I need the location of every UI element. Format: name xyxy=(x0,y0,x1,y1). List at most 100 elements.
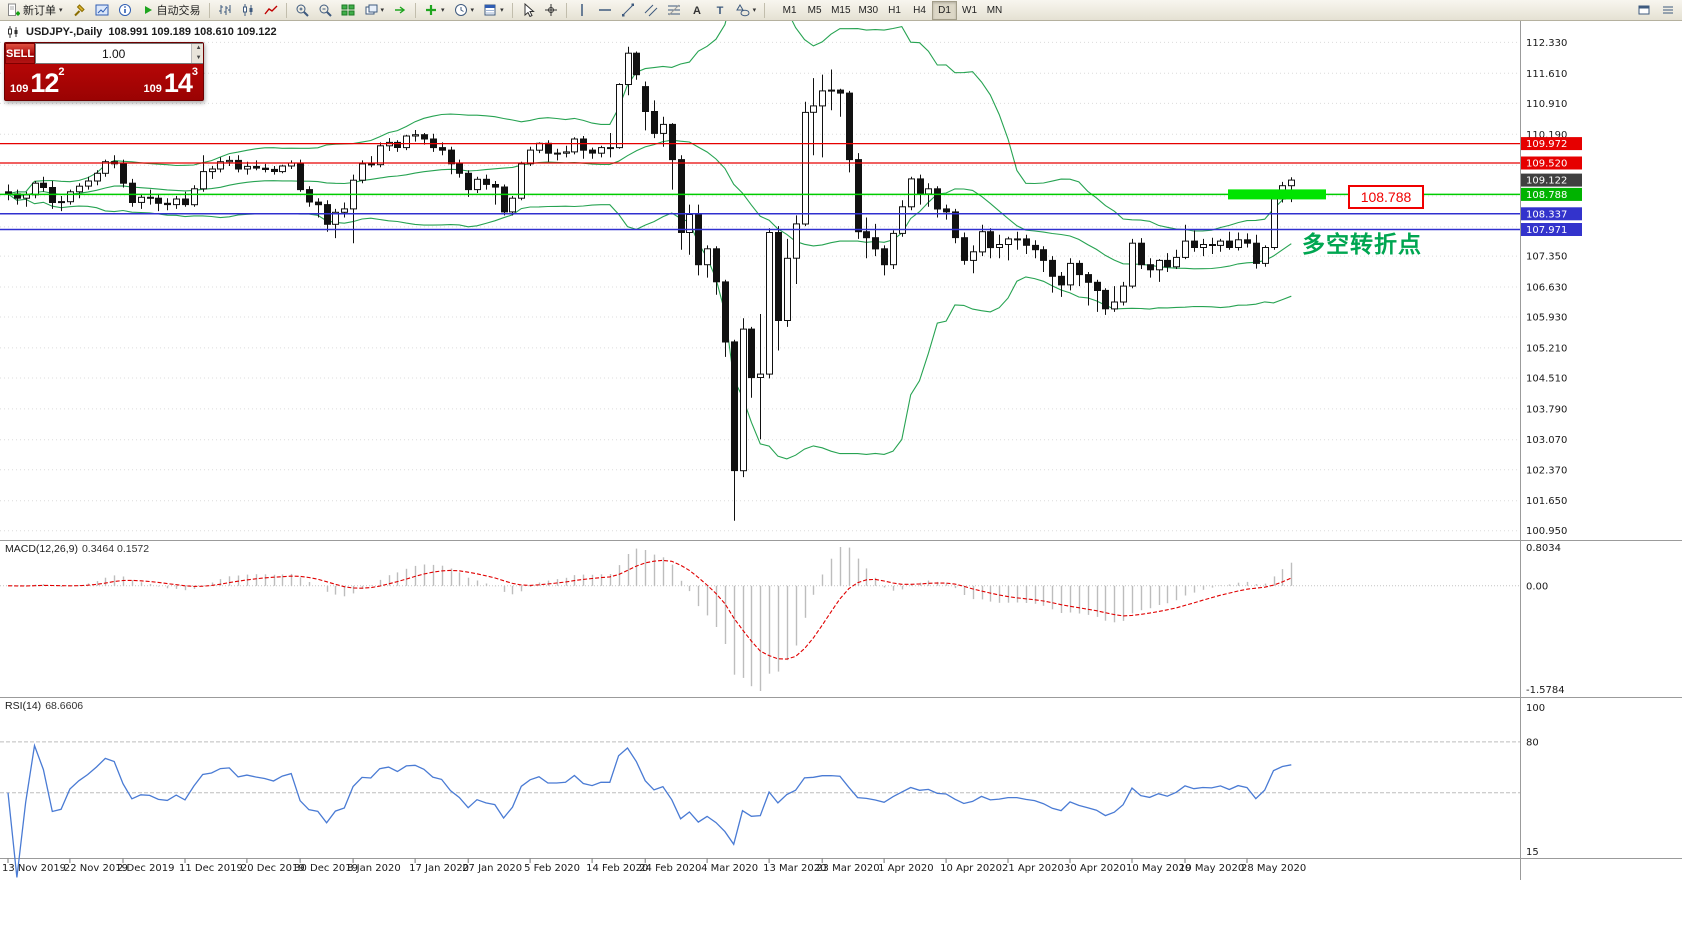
svg-text:21 Apr 2020: 21 Apr 2020 xyxy=(1002,863,1064,874)
svg-text:1 Apr 2020: 1 Apr 2020 xyxy=(878,863,933,874)
volume-down-button[interactable]: ▼ xyxy=(192,53,203,63)
svg-text:23 Mar 2020: 23 Mar 2020 xyxy=(816,863,879,874)
info-icon xyxy=(118,3,132,17)
vertical-line-button[interactable] xyxy=(571,1,593,20)
timeframe-bar: M1 M5 M15 M30 H1 H4 D1 W1 MN xyxy=(777,0,1007,20)
timeframe-H1[interactable]: H1 xyxy=(882,1,907,20)
macd-indicator-label: MACD(12,26,9) 0.3464 0.1572 xyxy=(5,543,149,555)
trendline-button[interactable] xyxy=(617,1,639,20)
rsi-pane: 100 80 15 xyxy=(0,703,1545,878)
svg-text:80: 80 xyxy=(1526,737,1539,748)
volume-box: ▲ ▼ xyxy=(35,43,203,64)
chart-window-button[interactable] xyxy=(91,1,113,20)
timeframe-D1[interactable]: D1 xyxy=(932,0,957,20)
svg-text:100: 100 xyxy=(1526,703,1545,714)
timeframe-M5[interactable]: M5 xyxy=(802,1,827,20)
svg-text:13 Nov 2019: 13 Nov 2019 xyxy=(2,863,66,874)
tile-windows-button[interactable] xyxy=(337,1,359,20)
candlestick-chart-button[interactable] xyxy=(237,1,259,20)
toolbar-separator xyxy=(415,2,417,18)
svg-text:112.330: 112.330 xyxy=(1526,38,1567,49)
symbol-period-label: USDJPY-,Daily xyxy=(26,26,103,38)
rsi-name: RSI(14) xyxy=(5,700,42,712)
svg-text:19 May 2020: 19 May 2020 xyxy=(1179,863,1244,874)
svg-text:107.971: 107.971 xyxy=(1526,225,1567,236)
chevron-down-icon: ▾ xyxy=(470,7,475,14)
toolbar-separator xyxy=(565,2,567,18)
svg-text:103.070: 103.070 xyxy=(1526,435,1567,446)
support-zone-rect xyxy=(1228,189,1326,200)
zoom-in-icon xyxy=(295,3,309,17)
bar-chart-button[interactable] xyxy=(214,1,236,20)
svg-text:30 Dec 2019: 30 Dec 2019 xyxy=(294,863,358,874)
price-axis: 112.330 111.610 110.910 110.190 107.350 106.6… xyxy=(1521,38,1582,537)
text-button[interactable]: A xyxy=(686,1,708,20)
svg-text:102.370: 102.370 xyxy=(1526,465,1567,476)
new-order-button[interactable]: 新订单 ▾ xyxy=(3,1,67,20)
svg-text:106.630: 106.630 xyxy=(1526,283,1567,294)
label-icon: T xyxy=(713,3,727,17)
shapes-button[interactable]: ▾ xyxy=(732,1,761,20)
annotation-note[interactable]: 多空转折点 xyxy=(1302,231,1422,257)
buy-price-sup: 3 xyxy=(191,66,198,78)
svg-text:103.790: 103.790 xyxy=(1526,404,1567,415)
toolbar-right-icon-1[interactable] xyxy=(1633,1,1655,20)
chevron-down-icon: ▾ xyxy=(500,7,504,14)
svg-text:104.510: 104.510 xyxy=(1526,374,1567,385)
candles xyxy=(5,46,1295,521)
sell-button[interactable]: SELL xyxy=(5,43,36,64)
cascade-windows-button[interactable]: ▾ xyxy=(360,1,389,20)
macd-name: MACD(12,26,9) xyxy=(5,543,78,555)
zoom-out-button[interactable] xyxy=(314,1,336,20)
timeframe-M1[interactable]: M1 xyxy=(777,1,802,20)
candlestick-chart-icon xyxy=(241,3,255,17)
svg-text:109.972: 109.972 xyxy=(1526,139,1567,150)
timeframe-W1[interactable]: W1 xyxy=(957,1,982,20)
ohlc-values: 108.991 109.189 108.610 109.122 xyxy=(108,26,277,38)
svg-text:10 May 2020: 10 May 2020 xyxy=(1126,863,1191,874)
volume-up-button[interactable]: ▲ xyxy=(192,44,203,54)
volume-input[interactable] xyxy=(36,44,192,63)
cascade-windows-icon xyxy=(364,3,378,17)
line-chart-button[interactable] xyxy=(260,1,282,20)
crosshair-button[interactable] xyxy=(540,1,562,20)
add-indicator-button[interactable]: ▾ xyxy=(420,1,449,20)
svg-text:22 Nov 2019: 22 Nov 2019 xyxy=(64,863,128,874)
auto-scroll-button[interactable] xyxy=(389,1,411,20)
add-indicator-icon xyxy=(424,3,438,17)
timeframe-MN[interactable]: MN xyxy=(982,1,1007,20)
buy-price: 109 14 3 xyxy=(143,64,198,100)
zone-price-label[interactable]: 108.788 xyxy=(1348,185,1424,209)
hammer-tool-button[interactable] xyxy=(68,1,90,20)
timeframe-M30[interactable]: M30 xyxy=(855,1,882,20)
fibonacci-icon xyxy=(667,3,681,17)
template-icon xyxy=(483,3,497,17)
timeframe-M15[interactable]: M15 xyxy=(827,1,854,20)
period-clock-button[interactable]: ▾ xyxy=(450,1,479,20)
chevron-down-icon: ▾ xyxy=(59,7,63,14)
cursor-button[interactable] xyxy=(517,1,539,20)
horizontal-line-button[interactable] xyxy=(594,1,616,20)
zoom-in-button[interactable] xyxy=(291,1,313,20)
svg-text:101.650: 101.650 xyxy=(1526,496,1567,507)
svg-text:10 Apr 2020: 10 Apr 2020 xyxy=(940,863,1002,874)
line-chart-icon xyxy=(263,3,278,17)
channel-button[interactable] xyxy=(640,1,662,20)
macd-pane: 0.8034 0.00 -1.5784 xyxy=(0,543,1565,696)
rsi-indicator-label: RSI(14) 68.6606 xyxy=(5,700,83,712)
cursor-icon xyxy=(521,3,535,17)
toolbar-right-icon-2[interactable] xyxy=(1657,1,1679,20)
one-click-trading-panel: SELL ▲ ▼ BUY 109 12 2 109 14 3 xyxy=(4,42,204,101)
label-button[interactable]: T xyxy=(709,1,731,20)
timeframe-H4[interactable]: H4 xyxy=(907,1,932,20)
sell-price-sup: 2 xyxy=(58,66,65,78)
svg-text:110.190: 110.190 xyxy=(1526,130,1567,141)
chart-title: USDJPY-,Daily 108.991 109.189 108.610 10… xyxy=(6,25,277,39)
fibonacci-button[interactable] xyxy=(663,1,685,20)
autotrading-button[interactable]: 自动交易 xyxy=(137,1,205,20)
info-button[interactable] xyxy=(114,1,136,20)
templates-button[interactable]: ▾ xyxy=(479,1,508,20)
